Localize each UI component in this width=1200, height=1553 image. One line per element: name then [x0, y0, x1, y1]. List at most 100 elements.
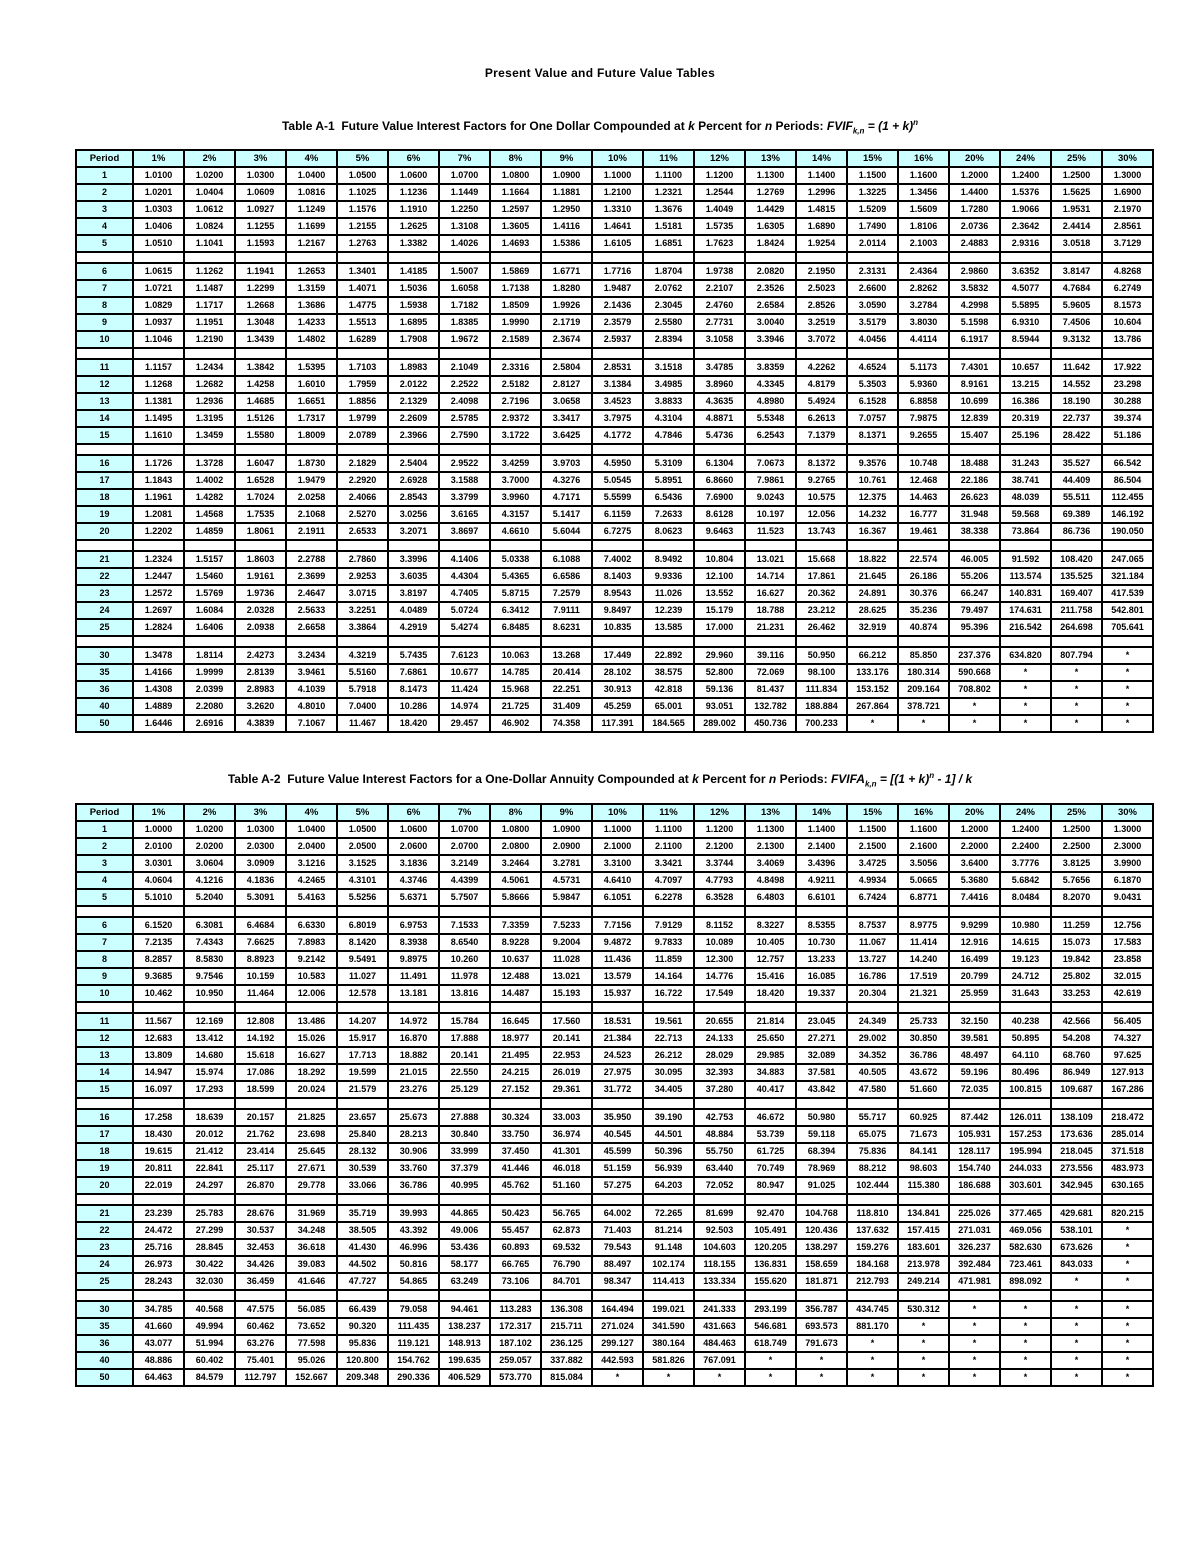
factor-cell: 1.9999	[183, 663, 236, 683]
factor-cell: 80.496	[999, 1062, 1052, 1082]
factor-cell: 10.835	[591, 618, 644, 638]
period-cell: 35	[75, 663, 134, 683]
factor-cell: 1.5580	[234, 426, 287, 446]
factor-cell: 69.532	[540, 1237, 593, 1257]
factor-cell: 39.993	[387, 1203, 440, 1223]
factor-cell: 43.842	[795, 1079, 848, 1099]
factor-cell: 4.4399	[438, 870, 491, 890]
table-row: 15 1.1610 1.3459 1.5580 1.8009 2.0789 2.3966 2.…	[75, 426, 1154, 446]
factor-cell: 1.9479	[285, 471, 338, 491]
factor-cell: 1.0927	[234, 200, 287, 220]
factor-cell: 40.505	[846, 1062, 899, 1082]
factor-cell: 1.2167	[285, 234, 338, 254]
factor-cell: 19.842	[1050, 949, 1103, 969]
factor-cell: 113.574	[999, 567, 1052, 587]
separator-cell	[948, 1096, 1001, 1110]
period-cell: 4	[75, 870, 134, 890]
factor-cell: 35.527	[1050, 454, 1103, 474]
factor-cell: 1.3676	[642, 200, 695, 220]
factor-cell: 3.9703	[540, 454, 593, 474]
separator-cell	[846, 904, 899, 918]
separator-cell	[1101, 1096, 1154, 1110]
factor-cell: 1.2250	[438, 200, 491, 220]
separator-cell	[285, 1192, 338, 1206]
factor-cell: 68.394	[795, 1141, 848, 1161]
separator-cell	[285, 1000, 338, 1014]
factor-cell: 9.7546	[183, 966, 236, 986]
factor-cell: 530.312	[897, 1299, 950, 1319]
factor-cell: 21.825	[285, 1107, 338, 1127]
factor-cell: 74.358	[540, 714, 593, 734]
separator-cell	[948, 1288, 1001, 1302]
factor-cell: 4.2262	[795, 358, 848, 378]
factor-cell: 1.1236	[387, 183, 440, 203]
separator-cell	[1101, 251, 1154, 265]
factor-cell: 120.436	[795, 1220, 848, 1240]
separator-cell	[75, 635, 134, 649]
factor-cell: 66.212	[846, 646, 899, 666]
factor-cell: *	[948, 1350, 1001, 1370]
separator-cell	[693, 347, 746, 361]
factor-cell: 815.084	[540, 1367, 593, 1387]
factor-cell: 4.7684	[1050, 279, 1103, 299]
factor-cell: 8.5355	[795, 915, 848, 935]
factor-cell: 3.4259	[489, 454, 542, 474]
table-row: 4 4.0604 4.1216 4.1836 4.2465 4.3101 4.3746 4.4…	[75, 870, 1154, 890]
factor-cell: 10.980	[999, 915, 1052, 935]
factor-cell: 1.2100	[591, 183, 644, 203]
factor-cell: 17.922	[1101, 358, 1154, 378]
separator-cell	[540, 251, 593, 265]
factor-cell: 1.0510	[132, 234, 185, 254]
factor-cell: 1.9736	[234, 584, 287, 604]
period-cell: 20	[75, 522, 134, 542]
factor-cell: 218.045	[1050, 1141, 1103, 1161]
factor-cell: 8.9228	[489, 932, 542, 952]
separator-cell	[285, 347, 338, 361]
factor-cell: 98.603	[897, 1158, 950, 1178]
factor-cell: 16.777	[897, 505, 950, 525]
factor-cell: 708.802	[948, 680, 1001, 700]
factor-cell: 2.2788	[285, 550, 338, 570]
factor-cell: 3.6035	[387, 567, 440, 587]
factor-cell: 49.006	[438, 1220, 491, 1240]
factor-cell: 6.3412	[489, 601, 542, 621]
factor-cell: 19.615	[132, 1141, 185, 1161]
factor-cell: 1.9672	[438, 330, 491, 350]
factor-cell: 64.002	[591, 1203, 644, 1223]
factor-cell: 14.776	[693, 966, 746, 986]
factor-cell: 65.075	[846, 1124, 899, 1144]
separator-cell	[846, 1288, 899, 1302]
factor-cell: 7.2579	[540, 584, 593, 604]
factor-cell: 30.539	[336, 1158, 389, 1178]
factor-cell: 1.8424	[744, 234, 797, 254]
factor-cell: 2.1049	[438, 358, 491, 378]
factor-cell: 34.426	[234, 1254, 287, 1274]
factor-cell: 108.420	[1050, 550, 1103, 570]
period-cell: 6	[75, 262, 134, 282]
factor-cell: 8.1152	[693, 915, 746, 935]
separator-cell	[591, 1288, 644, 1302]
factor-cell: 1.6528	[234, 471, 287, 491]
table-row: 2 2.0100 2.0200 2.0300 2.0400 2.0500 2.0600 2.0…	[75, 836, 1154, 856]
factor-cell: 1.8009	[285, 426, 338, 446]
factor-cell: 60.893	[489, 1237, 542, 1257]
factor-cell: 1.9066	[999, 200, 1052, 220]
separator-cell	[846, 1192, 899, 1206]
separator-cell	[1050, 443, 1103, 457]
factor-cell: 24.712	[999, 966, 1052, 986]
factor-cell: 1.1262	[183, 262, 236, 282]
factor-cell: 4.7846	[642, 426, 695, 446]
factor-cell: 4.3104	[642, 409, 695, 429]
separator-cell	[693, 635, 746, 649]
factor-cell: 5.5160	[336, 663, 389, 683]
factor-cell: 13.809	[132, 1045, 185, 1065]
factor-cell: 14.240	[897, 949, 950, 969]
factor-cell: 152.667	[285, 1367, 338, 1387]
factor-cell: 14.487	[489, 983, 542, 1003]
factor-cell: 3.5056	[897, 853, 950, 873]
factor-cell: 26.186	[897, 567, 950, 587]
factor-cell: *	[1050, 1316, 1103, 1336]
factor-cell: 2.6533	[336, 522, 389, 542]
factor-cell: 6.8019	[336, 915, 389, 935]
factor-cell: 95.026	[285, 1350, 338, 1370]
